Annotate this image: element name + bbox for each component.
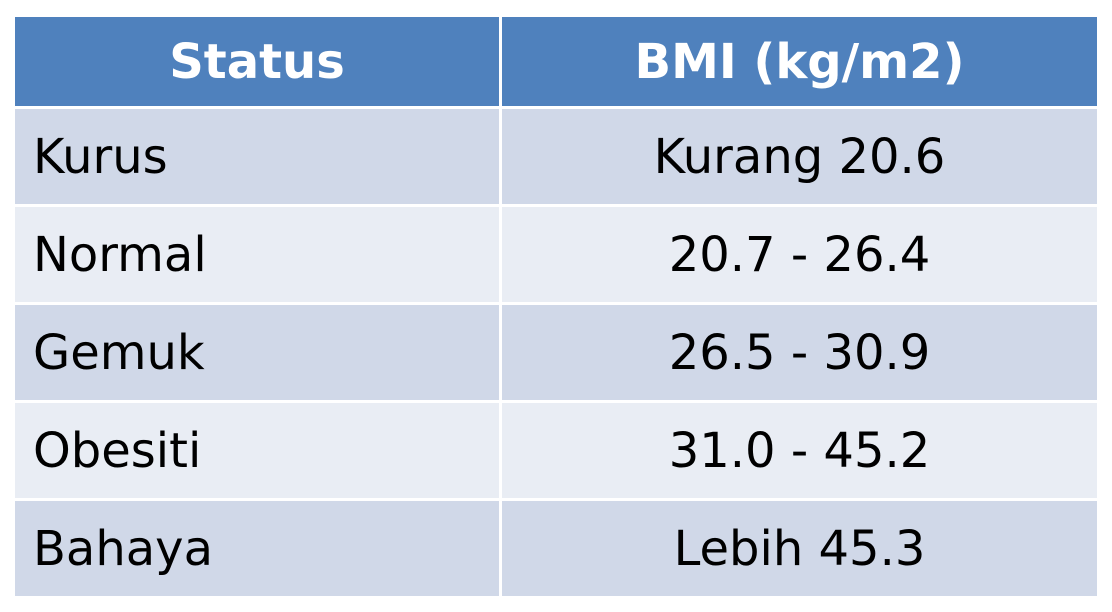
table-body: Kurus Kurang 20.6 Normal 20.7 - 26.4 Gemuk 26… [12,106,1100,599]
status-cell: Normal [12,204,502,305]
table-row: Kurus Kurang 20.6 [12,106,1100,207]
bmi-cell: 26.5 - 30.9 [499,302,1100,403]
header-cell: BMI (kg/m2) [499,14,1100,109]
status-cell: Kurus [12,106,502,207]
bmi-cell: Lebih 45.3 [499,498,1100,599]
header-cell: Status [12,14,502,109]
bmi-table: Status BMI (kg/m2) Kurus Kurang 20.6 Norma… [12,14,1100,599]
status-cell: Obesiti [12,400,502,501]
table-row: Obesiti 31.0 - 45.2 [12,400,1100,501]
header-row: Status BMI (kg/m2) [12,14,1100,109]
bmi-cell: 20.7 - 26.4 [499,204,1100,305]
table-row: Bahaya Lebih 45.3 [12,498,1100,599]
table-row: Gemuk 26.5 - 30.9 [12,302,1100,403]
table-row: Normal 20.7 - 26.4 [12,204,1100,305]
status-cell: Bahaya [12,498,502,599]
bmi-cell: Kurang 20.6 [499,106,1100,207]
status-cell: Gemuk [12,302,502,403]
bmi-cell: 31.0 - 45.2 [499,400,1100,501]
table-header: Status BMI (kg/m2) [12,14,1100,109]
